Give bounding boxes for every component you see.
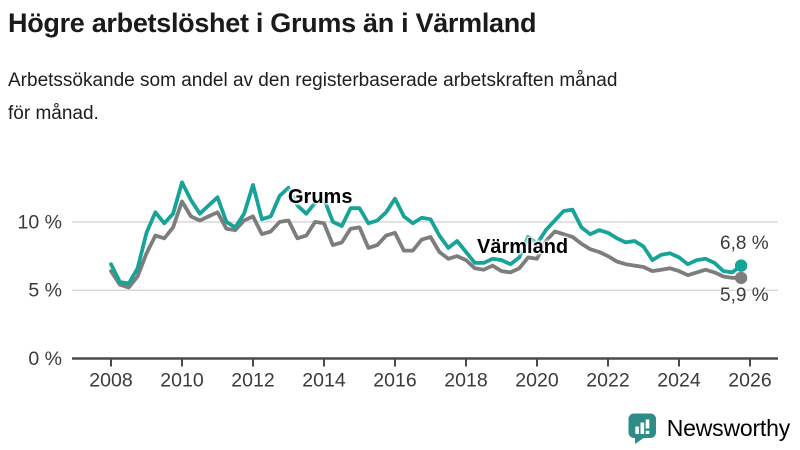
varmland-end-value-label: 5,9 % bbox=[720, 285, 769, 306]
svg-text:2014: 2014 bbox=[302, 370, 346, 392]
svg-text:2020: 2020 bbox=[515, 370, 559, 392]
grums-line-label: Grums bbox=[288, 186, 353, 208]
svg-text:2026: 2026 bbox=[728, 370, 771, 392]
newsworthy-logo-text: Newsworthy bbox=[666, 415, 790, 441]
svg-text:0 %: 0 % bbox=[28, 348, 62, 370]
chart-subtitle: Arbetssökande som andel av den registerb… bbox=[8, 70, 618, 124]
svg-text:2018: 2018 bbox=[444, 370, 487, 392]
newsworthy-brand-link[interactable]: Newsworthy bbox=[627, 412, 790, 445]
varmland-line-label: Värmland bbox=[477, 236, 569, 258]
svg-text:2010: 2010 bbox=[160, 370, 204, 392]
newsworthy-logo-icon bbox=[628, 413, 656, 444]
svg-text:2022: 2022 bbox=[586, 370, 629, 392]
svg-text:5 %: 5 % bbox=[28, 280, 62, 302]
grums-end-value-label: 6,8 % bbox=[720, 233, 769, 254]
svg-text:2016: 2016 bbox=[373, 370, 416, 392]
svg-text:2024: 2024 bbox=[657, 370, 701, 392]
page-title: Högre arbetslöshet i Grums än i Värmland bbox=[8, 8, 537, 38]
svg-text:2012: 2012 bbox=[231, 370, 274, 392]
svg-text:2008: 2008 bbox=[89, 370, 132, 392]
svg-text:10 %: 10 % bbox=[18, 211, 62, 233]
